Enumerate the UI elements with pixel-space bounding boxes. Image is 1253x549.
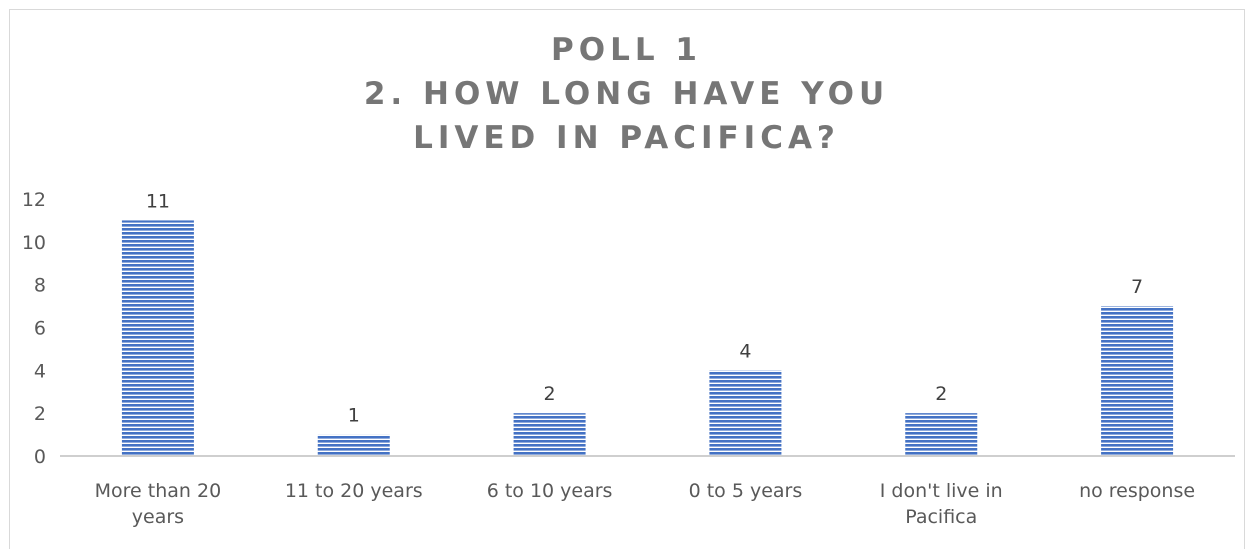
category-label: 11 to 20 years xyxy=(285,480,423,502)
bar xyxy=(1101,306,1174,456)
bar xyxy=(905,413,978,456)
chart-title: POLL 1 2. HOW LONG HAVE YOU LIVED IN PAC… xyxy=(0,28,1253,160)
y-tick-label: 12 xyxy=(22,189,46,211)
data-label: 2 xyxy=(544,383,556,405)
category-label: no response xyxy=(1079,480,1195,502)
category-label: More than 20 years xyxy=(95,480,222,528)
chart-frame xyxy=(9,9,1245,549)
data-label: 1 xyxy=(348,405,360,427)
chart-title-line-2: 2. HOW LONG HAVE YOU xyxy=(363,76,890,112)
chart-title-line-3: LIVED IN PACIFICA? xyxy=(413,120,840,156)
bar xyxy=(709,370,782,456)
data-label: 2 xyxy=(935,383,947,405)
y-tick-label: 0 xyxy=(34,446,46,468)
data-label: 4 xyxy=(739,340,751,362)
data-label: 7 xyxy=(1131,276,1143,298)
y-tick-label: 2 xyxy=(34,403,46,425)
y-tick-label: 4 xyxy=(34,360,46,382)
y-axis-ticks: 0 2 4 6 8 10 12 xyxy=(22,189,46,468)
bars xyxy=(121,220,1174,456)
y-tick-label: 8 xyxy=(34,275,46,297)
category-label: 6 to 10 years xyxy=(487,480,613,502)
data-label: 11 xyxy=(146,190,170,212)
y-tick-label: 10 xyxy=(22,232,46,254)
category-labels: More than 20 years 11 to 20 years 6 to 10 y… xyxy=(95,480,1195,528)
category-label: 0 to 5 years xyxy=(689,480,803,502)
bar xyxy=(121,220,194,456)
chart-title-line-1: POLL 1 xyxy=(551,32,702,68)
bar xyxy=(317,434,390,456)
y-tick-label: 6 xyxy=(34,318,46,340)
category-label: I don't live in Pacifica xyxy=(880,480,1003,528)
bar xyxy=(513,413,586,456)
